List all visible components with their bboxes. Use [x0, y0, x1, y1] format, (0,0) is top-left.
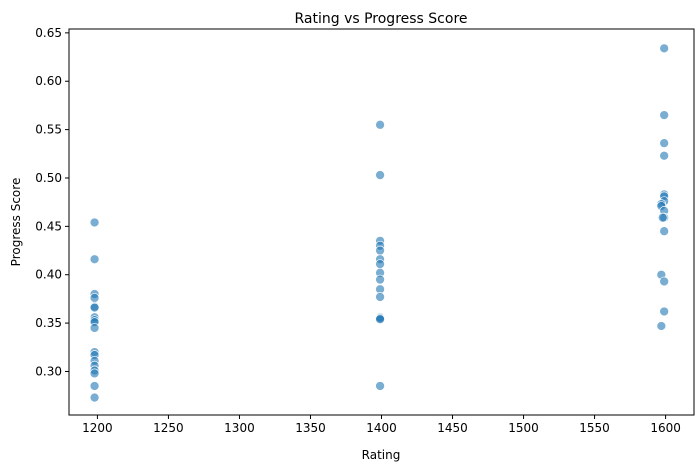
data-point [659, 150, 670, 161]
x-tick-label: 1250 [153, 421, 184, 435]
data-point [89, 381, 100, 391]
x-tick-label: 1550 [579, 421, 610, 435]
data-point [89, 254, 100, 265]
data-point [375, 292, 385, 302]
data-point [656, 321, 667, 331]
y-tick-label: 0.30 [35, 364, 62, 378]
data-point [659, 306, 670, 317]
x-tick-label: 1500 [508, 421, 539, 435]
data-point [375, 119, 385, 130]
data-point [659, 276, 670, 287]
y-axis-label: Progress Score [9, 178, 23, 267]
data-point [375, 170, 385, 180]
data-point [659, 138, 670, 149]
data-point [659, 226, 670, 237]
data-point [657, 212, 668, 223]
data-point [89, 293, 100, 303]
y-tick-label: 0.60 [35, 74, 62, 88]
y-tick-label: 0.35 [35, 316, 62, 330]
y-tick-label: 0.40 [35, 268, 62, 282]
data-point [89, 368, 100, 379]
x-tick-label: 1400 [366, 421, 397, 435]
y-tick-label: 0.50 [35, 171, 62, 185]
data-point [89, 217, 100, 228]
x-tick-label: 1450 [437, 421, 468, 435]
data-point [375, 245, 385, 256]
x-tick-label: 1600 [650, 421, 681, 435]
data-point [375, 259, 385, 269]
data-point [375, 381, 385, 391]
chart-title: Rating vs Progress Score [294, 11, 467, 27]
x-axis: 1200 1250 1300 1350 1400 1450 1500 1550 1600 [82, 415, 681, 435]
data-point [659, 110, 670, 120]
x-axis-label: Rating [362, 448, 401, 462]
data-point [659, 43, 670, 54]
x-tick-label: 1300 [224, 421, 255, 435]
x-tick-label: 1200 [82, 421, 113, 435]
data-point [89, 392, 100, 403]
data-point [375, 274, 385, 285]
points-layer [89, 43, 670, 403]
y-axis: 0.30 0.35 0.40 0.45 0.50 0.55 0.60 0.65 [35, 26, 69, 378]
y-tick-label: 0.65 [35, 26, 62, 40]
data-point [89, 302, 100, 313]
data-point [89, 323, 100, 333]
y-tick-label: 0.55 [35, 123, 62, 137]
plot-area [68, 28, 695, 416]
data-point [375, 314, 385, 325]
y-tick-label: 0.45 [35, 219, 62, 233]
x-tick-label: 1350 [295, 421, 326, 435]
